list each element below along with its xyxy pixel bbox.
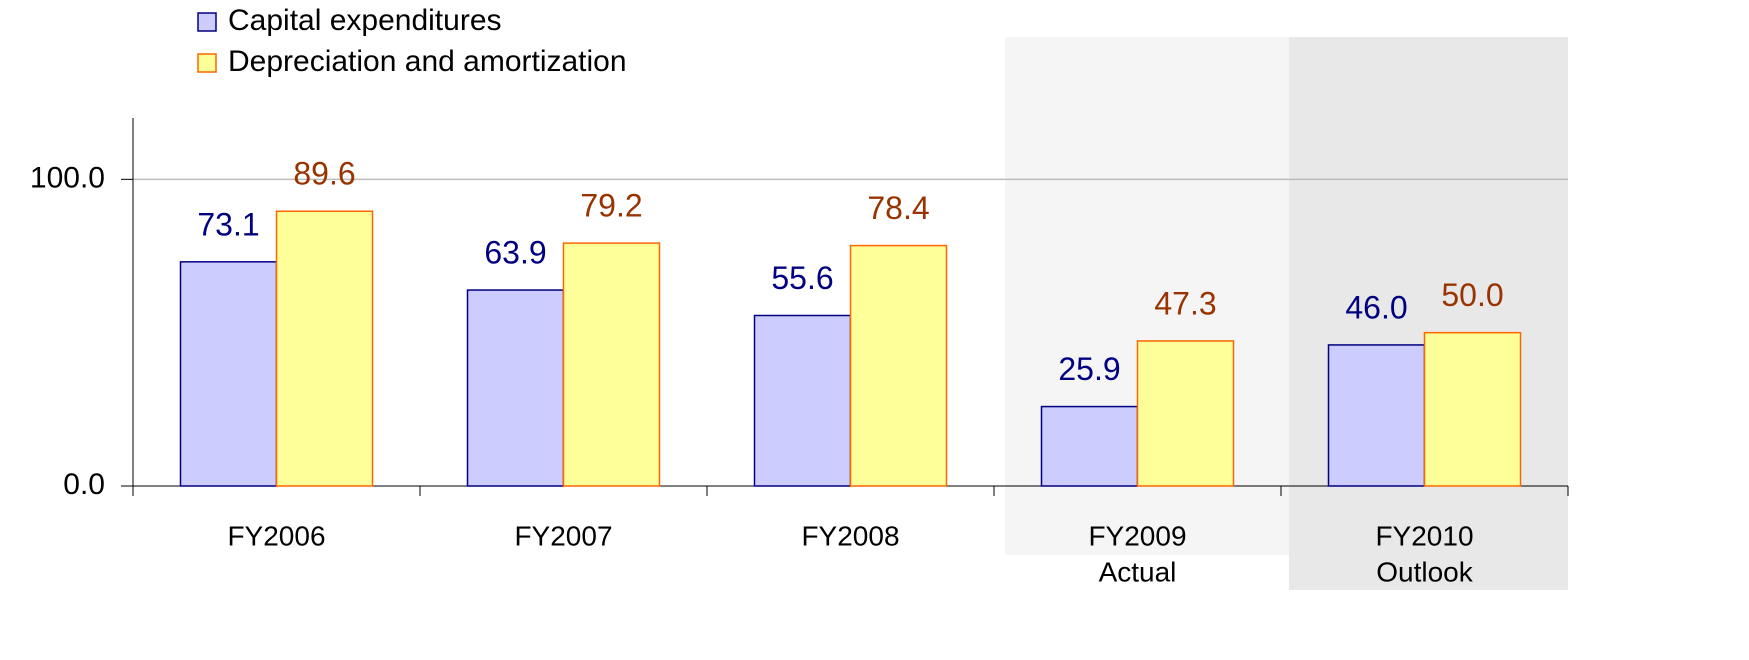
value-label: 46.0 — [1345, 289, 1407, 325]
x-tick-label: FY2010 — [1375, 520, 1473, 551]
value-label: 55.6 — [771, 260, 833, 296]
value-label: 50.0 — [1441, 277, 1503, 313]
bar — [753, 314, 852, 487]
bar — [1040, 405, 1139, 487]
outlook-band — [1289, 37, 1568, 590]
bar — [466, 289, 565, 487]
legend-swatch — [197, 12, 217, 32]
x-tick-label: FY2008 — [801, 520, 899, 551]
value-label: 79.2 — [580, 188, 642, 224]
value-label: 25.9 — [1058, 351, 1120, 387]
x-tick-label: FY2006 — [227, 520, 325, 551]
bar — [562, 242, 661, 487]
y-tick-label: 100.0 — [30, 161, 105, 194]
x-tick-label: FY2007 — [514, 520, 612, 551]
value-label: 89.6 — [293, 156, 355, 192]
legend-label: Depreciation and amortization — [228, 45, 627, 78]
bar — [1136, 340, 1235, 487]
x-tick-sublabel: Outlook — [1376, 556, 1473, 587]
legend-swatch — [197, 53, 217, 73]
bar — [1327, 344, 1426, 487]
value-label: 78.4 — [867, 190, 929, 226]
bar — [849, 244, 948, 487]
legend-label: Capital expenditures — [228, 4, 502, 37]
x-tick-label: FY2009 — [1088, 520, 1186, 551]
value-label: 47.3 — [1154, 285, 1216, 321]
x-tick-sublabel: Actual — [1099, 556, 1177, 587]
value-label: 63.9 — [484, 234, 546, 270]
y-tick-label: 0.0 — [63, 468, 105, 501]
bar — [1423, 331, 1522, 487]
value-label: 73.1 — [197, 206, 259, 242]
bar — [275, 210, 374, 487]
bar — [179, 261, 278, 487]
